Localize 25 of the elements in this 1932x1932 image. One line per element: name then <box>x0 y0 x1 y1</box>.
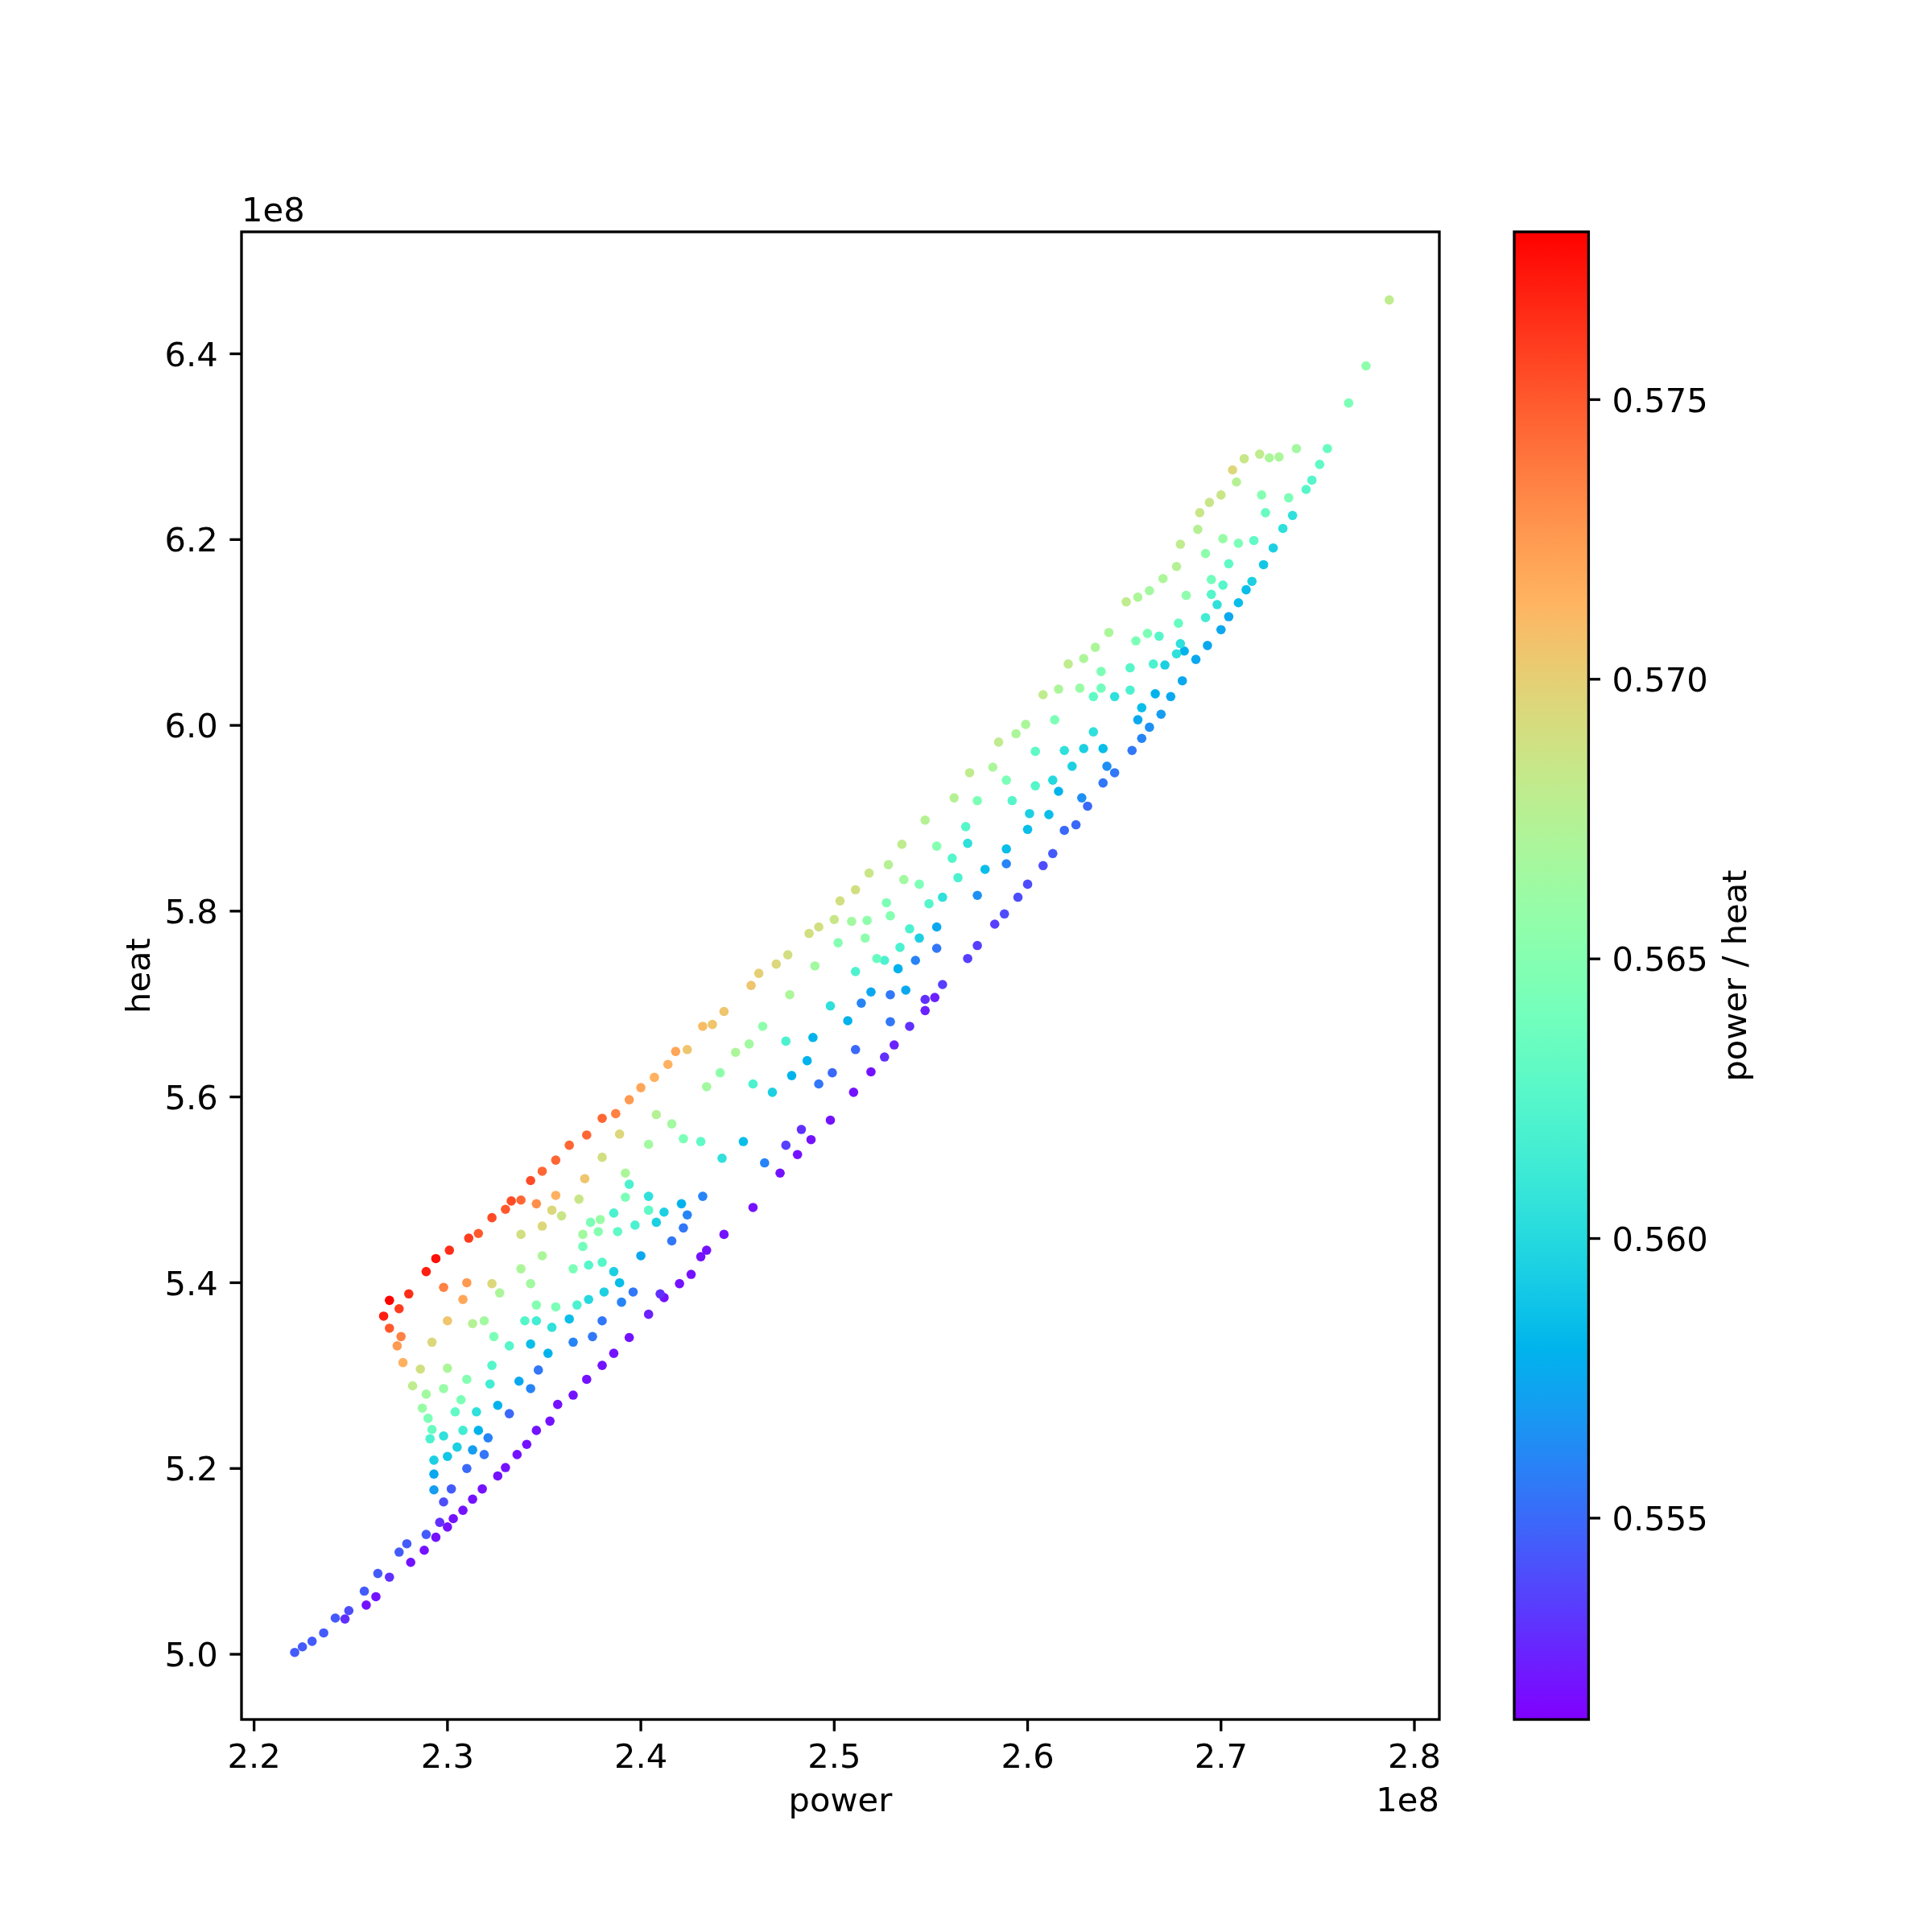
x-tick-label: 2.8 <box>1387 1736 1442 1776</box>
y-tick-label: 6.4 <box>164 334 218 374</box>
y-tick-label: 5.2 <box>164 1449 218 1489</box>
x-tick-label: 2.6 <box>1001 1736 1055 1776</box>
color-bar-label: 0.565 <box>1612 939 1708 980</box>
x-tick-label: 2.4 <box>613 1736 668 1776</box>
y-tick-label: 5.8 <box>164 892 218 932</box>
x-tick-label: 2.7 <box>1194 1736 1248 1776</box>
y-tick-label: 5.0 <box>164 1635 218 1675</box>
x-tick-label: 2.3 <box>420 1736 474 1776</box>
color-bar-label: 0.560 <box>1612 1219 1708 1259</box>
y-tick-label: 6.2 <box>164 520 218 560</box>
color-bar-label: 0.555 <box>1612 1499 1708 1539</box>
color-bar-label: 0.570 <box>1612 659 1708 700</box>
y-tick-label: 5.4 <box>164 1263 218 1303</box>
y-axis-title: heat <box>118 938 158 1013</box>
y-tick-label: 5.6 <box>164 1077 218 1117</box>
text: 1e8 <box>242 190 305 229</box>
x-tick-label: 2.2 <box>227 1736 281 1776</box>
text: 1e8 <box>1376 1780 1439 1819</box>
color-bar-title: power / heat <box>1715 869 1754 1082</box>
color-bar-label: 0.575 <box>1612 380 1708 420</box>
x-tick-label: 2.5 <box>807 1736 861 1776</box>
y-tick-label: 6.0 <box>164 706 218 746</box>
x-axis-title: power <box>788 1780 894 1819</box>
